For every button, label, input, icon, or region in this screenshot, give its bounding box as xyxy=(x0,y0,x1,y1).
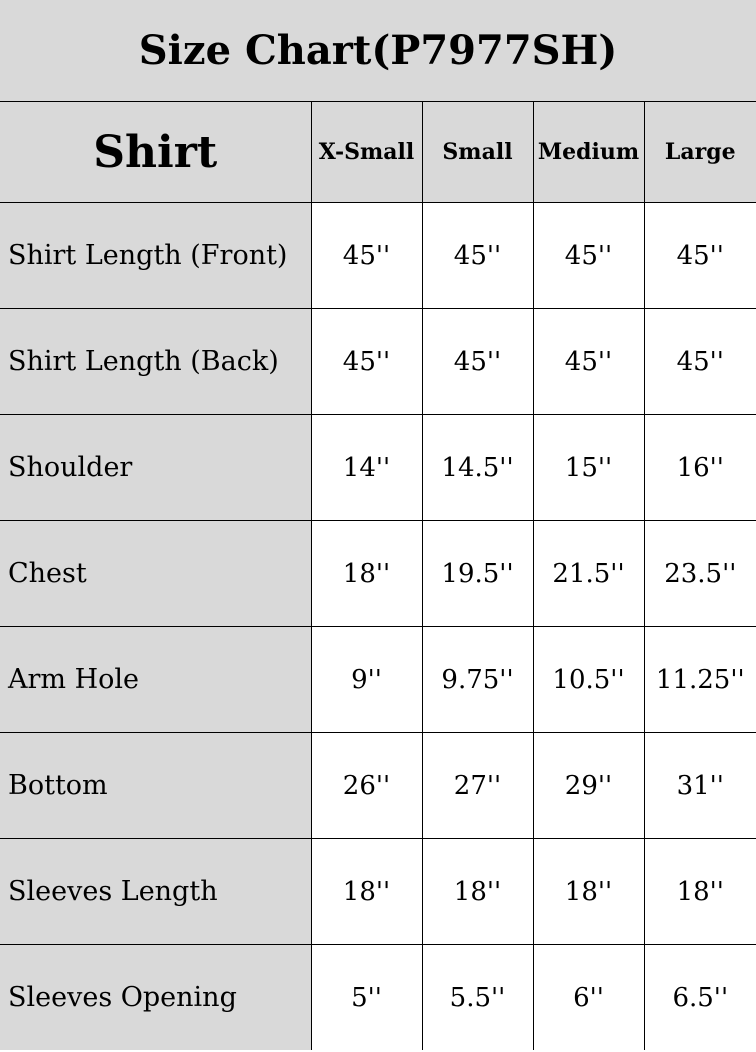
measurement-value: 18'' xyxy=(310,838,423,945)
measurement-value: 18'' xyxy=(532,838,645,945)
measurement-value: 45'' xyxy=(643,202,756,309)
measurement-value: 11.25'' xyxy=(643,626,756,733)
size-header: Large xyxy=(643,101,756,203)
table-row: Sleeves Opening 5'' 5.5'' 6'' 6.5'' xyxy=(0,944,756,1050)
measurement-label: Shirt Length (Front) xyxy=(0,202,312,309)
measurement-value: 14.5'' xyxy=(421,414,534,521)
measurement-value: 45'' xyxy=(532,202,645,309)
measurement-value: 16'' xyxy=(643,414,756,521)
measurement-value: 9'' xyxy=(310,626,423,733)
section-heading: Shirt xyxy=(0,101,312,203)
measurement-label: Sleeves Opening xyxy=(0,944,312,1050)
measurement-value: 45'' xyxy=(532,308,645,415)
table-row: Shoulder 14'' 14.5'' 15'' 16'' xyxy=(0,414,756,521)
measurement-value: 27'' xyxy=(421,732,534,839)
measurement-label: Arm Hole xyxy=(0,626,312,733)
measurement-value: 14'' xyxy=(310,414,423,521)
measurement-label: Chest xyxy=(0,520,312,627)
table-row: Arm Hole 9'' 9.75'' 10.5'' 11.25'' xyxy=(0,626,756,733)
table-row: Chest 18'' 19.5'' 21.5'' 23.5'' xyxy=(0,520,756,627)
measurement-value: 26'' xyxy=(310,732,423,839)
size-header: X-Small xyxy=(310,101,423,203)
table-row: Shirt Length (Back) 45'' 45'' 45'' 45'' xyxy=(0,308,756,415)
measurement-value: 18'' xyxy=(421,838,534,945)
size-header: Small xyxy=(421,101,534,203)
measurement-value: 18'' xyxy=(310,520,423,627)
measurement-value: 6.5'' xyxy=(643,944,756,1050)
measurement-label: Bottom xyxy=(0,732,312,839)
size-header: Medium xyxy=(532,101,645,203)
measurement-value: 29'' xyxy=(532,732,645,839)
measurement-value: 10.5'' xyxy=(532,626,645,733)
measurement-value: 45'' xyxy=(310,202,423,309)
table-row: Bottom 26'' 27'' 29'' 31'' xyxy=(0,732,756,839)
table-row: Sleeves Length 18'' 18'' 18'' 18'' xyxy=(0,838,756,945)
measurement-value: 5'' xyxy=(310,944,423,1050)
measurement-value: 18'' xyxy=(643,838,756,945)
measurement-value: 19.5'' xyxy=(421,520,534,627)
measurement-value: 23.5'' xyxy=(643,520,756,627)
chart-title: Size Chart(P7977SH) xyxy=(0,0,756,102)
measurement-value: 5.5'' xyxy=(421,944,534,1050)
table-row: Shirt Length (Front) 45'' 45'' 45'' 45'' xyxy=(0,202,756,309)
measurement-value: 15'' xyxy=(532,414,645,521)
measurement-value: 21.5'' xyxy=(532,520,645,627)
measurement-value: 45'' xyxy=(421,308,534,415)
header-row: Shirt X-Small Small Medium Large xyxy=(0,101,756,203)
measurement-value: 45'' xyxy=(310,308,423,415)
measurement-label: Sleeves Length xyxy=(0,838,312,945)
measurement-label: Shoulder xyxy=(0,414,312,521)
measurement-value: 31'' xyxy=(643,732,756,839)
measurement-value: 6'' xyxy=(532,944,645,1050)
measurement-value: 9.75'' xyxy=(421,626,534,733)
measurement-value: 45'' xyxy=(643,308,756,415)
measurement-label: Shirt Length (Back) xyxy=(0,308,312,415)
measurement-value: 45'' xyxy=(421,202,534,309)
